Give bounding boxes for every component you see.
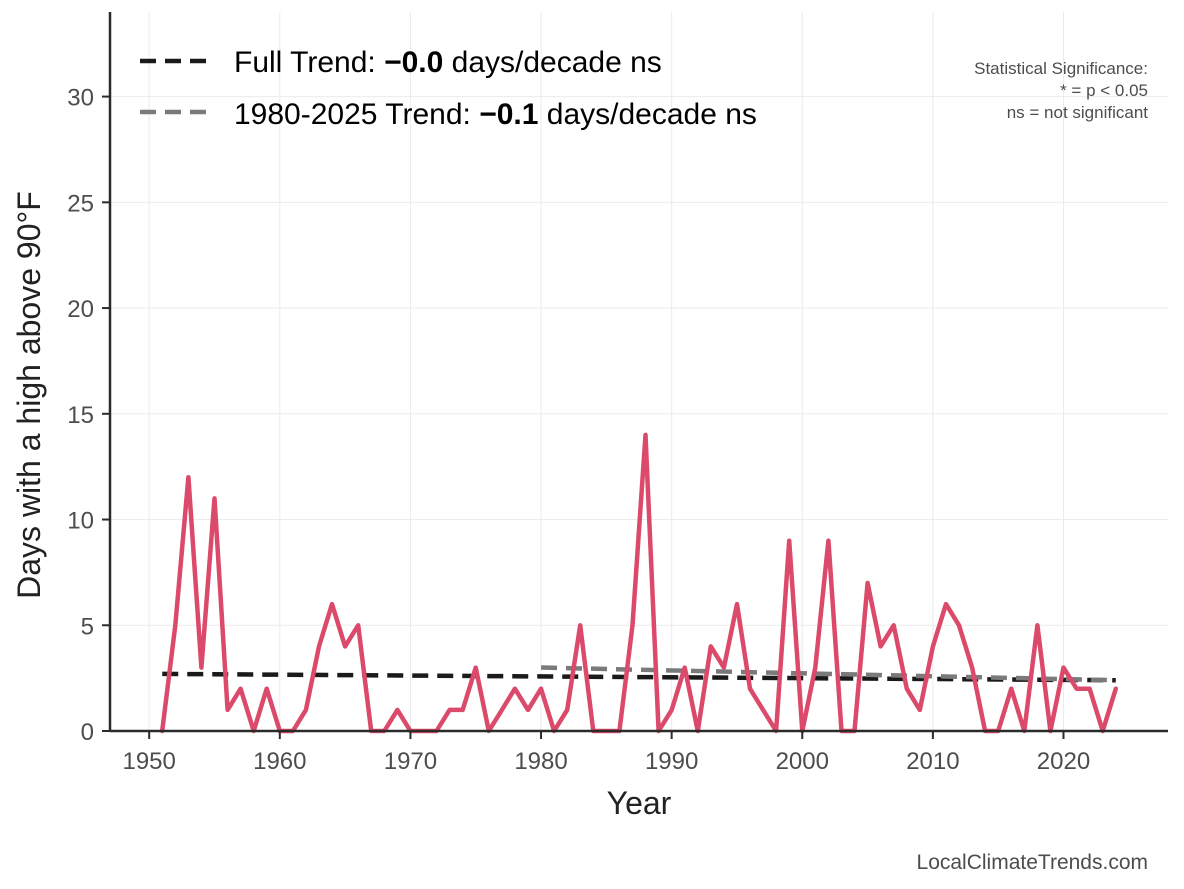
legend-full-trend-unit: days/decade ns [443,46,661,79]
recent-trend-line [540,665,1116,683]
legend: Full Trend: −0.0 days/decade ns 1980-202… [140,46,757,131]
x-tick-label: 1980 [514,748,567,775]
x-tick-label: 1970 [384,748,437,775]
x-tick-label: 2000 [776,748,829,775]
x-axis-title: Year [607,785,672,821]
y-tick-label: 5 [81,613,94,640]
x-tick-label: 2020 [1037,748,1090,775]
y-tick-label: 10 [67,508,94,535]
legend-full-trend-label: Full Trend: [234,46,384,79]
legend-recent-trend-label: 1980-2025 Trend: [234,98,479,131]
full-trend-line [162,671,1116,683]
x-tick-label: 1960 [253,748,306,775]
grid-lines [110,12,1168,732]
legend-recent-trend-value: −0.1 [479,98,538,131]
data-line [159,432,1119,734]
legend-label-recent-trend: 1980-2025 Trend: −0.1 days/decade ns [234,98,757,131]
legend-recent-trend-unit: days/decade ns [538,98,756,131]
site-credit: LocalClimateTrends.com [917,851,1148,874]
y-tick-label: 15 [67,402,94,429]
x-tick-label: 1990 [645,748,698,775]
legend-full-trend-value: −0.0 [384,46,443,79]
significance-note-star: * = p < 0.05 [1060,81,1148,100]
significance-note: Statistical Significance: * = p < 0.05 n… [974,59,1148,122]
y-tick-label: 25 [67,190,94,217]
x-tick-label: 2010 [906,748,959,775]
significance-note-ns: ns = not significant [1007,103,1149,122]
y-axis-title: Days with a high above 90°F [11,191,47,599]
axes [108,12,1168,733]
significance-note-title: Statistical Significance: [974,59,1148,78]
legend-label-full-trend: Full Trend: −0.0 days/decade ns [234,46,662,79]
tick-labels: 0 5 10 15 20 25 30 1950 1960 1970 1980 1990 2000 2010… [67,85,1090,775]
y-tick-label: 20 [67,296,94,323]
y-tick-label: 0 [81,719,94,746]
trend-lines [162,665,1116,683]
y-tick-label: 30 [67,85,94,112]
x-tick-label: 1950 [122,748,175,775]
